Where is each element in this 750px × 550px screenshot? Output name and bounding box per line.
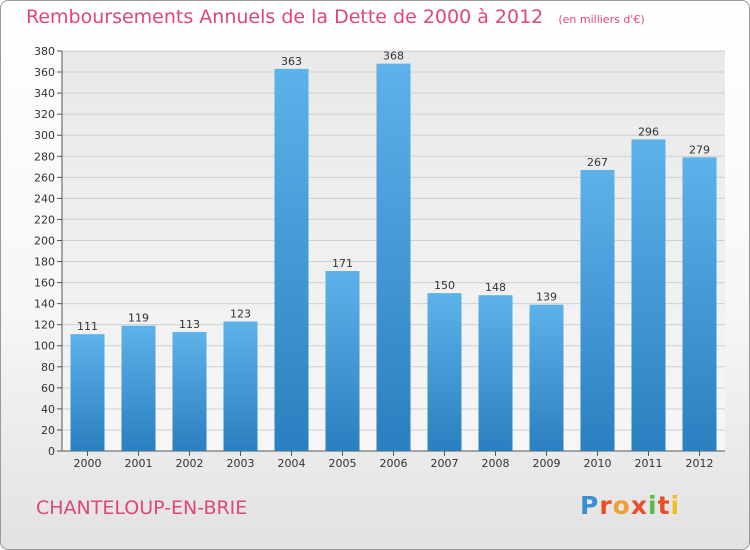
chart-subtitle: (en milliers d'€): [558, 13, 645, 26]
bar: [580, 169, 615, 451]
y-tick-label: 40: [41, 403, 55, 416]
x-tick-label: 2011: [635, 457, 663, 470]
x-tick-label: 2012: [686, 457, 714, 470]
y-tick-label: 80: [41, 361, 55, 374]
bar-value-label: 267: [587, 156, 608, 169]
labels: 0 20 40 60 80 100 120 140 160 180 200 220 240 260 280 3…: [34, 45, 714, 470]
bar-value-label: 171: [332, 257, 353, 270]
logo-letter: i: [648, 491, 658, 520]
logo-letter: i: [670, 491, 681, 520]
x-tick-label: 2010: [584, 457, 612, 470]
y-tick-label: 300: [34, 129, 55, 142]
y-tick-label: 120: [34, 319, 55, 332]
y-tick-label: 200: [34, 234, 55, 247]
x-tick-label: 2001: [125, 457, 153, 470]
bar: [427, 293, 462, 451]
x-tick-label: 2003: [227, 457, 255, 470]
bar: [274, 68, 309, 451]
x-tick-label: 2008: [482, 457, 510, 470]
bars: [70, 63, 717, 451]
y-tick-label: 340: [34, 87, 55, 100]
x-tick-label: 2007: [431, 457, 459, 470]
bar-value-label: 139: [536, 291, 557, 304]
logo-letter: o: [612, 491, 631, 520]
y-tick-label: 0: [48, 445, 55, 458]
y-tick-label: 60: [41, 382, 55, 395]
y-tick-label: 220: [34, 213, 55, 226]
commune-name: CHANTELOUP-EN-BRIE: [36, 497, 248, 519]
chart-title: Remboursements Annuels de la Dette de 20…: [26, 6, 544, 28]
y-tick-label: 380: [34, 45, 55, 58]
chart-title-line: Remboursements Annuels de la Dette de 20…: [26, 6, 645, 28]
x-tick-label: 2009: [533, 457, 561, 470]
bar-value-label: 296: [638, 125, 659, 138]
bar: [631, 139, 666, 451]
bar: [376, 63, 411, 451]
logo-letter: P: [580, 491, 600, 520]
logo-letter: t: [657, 491, 671, 520]
bar-value-label: 148: [485, 281, 506, 294]
y-tick-label: 140: [34, 298, 55, 311]
bar-value-label: 363: [281, 55, 302, 68]
x-tick-label: 2000: [74, 457, 102, 470]
bar: [325, 271, 360, 451]
bar: [682, 157, 717, 451]
y-tick-label: 100: [34, 340, 55, 353]
bar: [121, 325, 156, 451]
y-tick-label: 280: [34, 150, 55, 163]
y-tick-label: 360: [34, 66, 55, 79]
bar-value-label: 123: [230, 308, 251, 321]
bar-value-label: 368: [383, 50, 404, 63]
logo-letter: r: [599, 491, 613, 520]
y-tick-label: 180: [34, 256, 55, 269]
x-tick-label: 2006: [380, 457, 408, 470]
bar: [172, 332, 207, 451]
bar: [70, 334, 105, 451]
x-tick-label: 2005: [329, 457, 357, 470]
y-tick-label: 20: [41, 424, 55, 437]
bar: [529, 304, 564, 451]
bar-value-label: 119: [128, 312, 149, 325]
bar: [223, 321, 258, 451]
x-tick-label: 2004: [278, 457, 306, 470]
bar-value-label: 111: [77, 320, 98, 333]
bar-value-label: 279: [689, 143, 710, 156]
y-tick-label: 240: [34, 192, 55, 205]
y-tick-label: 260: [34, 171, 55, 184]
logo-letter: x: [630, 491, 648, 520]
bar-value-label: 113: [179, 318, 200, 331]
y-tick-label: 160: [34, 277, 55, 290]
x-tick-label: 2002: [176, 457, 204, 470]
proxiti-logo: Proxiti: [580, 491, 680, 520]
bar: [478, 295, 513, 451]
bar-value-label: 150: [434, 279, 455, 292]
y-tick-label: 320: [34, 108, 55, 121]
